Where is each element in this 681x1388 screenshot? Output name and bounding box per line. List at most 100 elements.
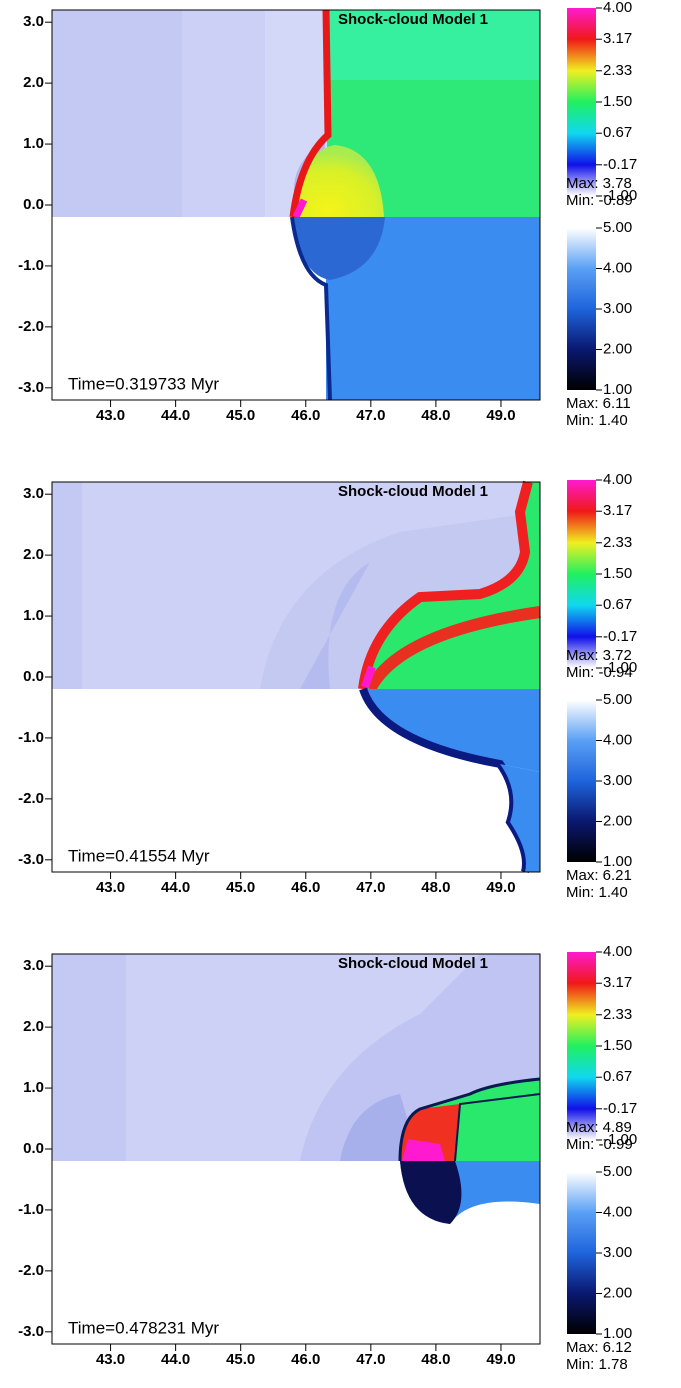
colorbar-tick-label: -0.17 <box>603 1100 637 1117</box>
x-tick-label: 49.0 <box>486 407 515 424</box>
x-tick-label: 48.0 <box>421 1351 450 1368</box>
x-tick-label: 44.0 <box>161 1351 190 1368</box>
x-tick-label: 44.0 <box>161 879 190 896</box>
x-tick-label: 45.0 <box>226 407 255 424</box>
x-tick-label: 46.0 <box>291 1351 320 1368</box>
colorbar-tick-label: 5.00 <box>603 691 632 708</box>
annotation: Time=0.41554 Myr <box>68 846 210 865</box>
y-tick-label: 1.0 <box>23 607 44 624</box>
panel: Shock-cloud Model 1 Time=0.478231 Myr 43.0… <box>18 943 637 1373</box>
colorbar-tick-label: 4.00 <box>603 731 632 748</box>
colorbar-tick-label: 3.00 <box>603 300 632 317</box>
x-tick-label: 47.0 <box>356 1351 385 1368</box>
colorbar-min: Min: -0.94 <box>566 664 633 681</box>
panel: Shock-cloud Model 1 Time=0.41554 Myr 43.0 4… <box>18 471 637 901</box>
x-tick-label: 44.0 <box>161 407 190 424</box>
chart-title: Shock-cloud Model 1 <box>338 11 488 28</box>
colorbar-tick-label: 0.67 <box>603 124 632 141</box>
y-tick-label: 2.0 <box>23 1018 44 1035</box>
x-tick-label: 49.0 <box>486 1351 515 1368</box>
y-tick-label: 0.0 <box>23 1140 44 1157</box>
y-tick-label: -2.0 <box>18 1262 44 1279</box>
y-tick-label: 3.0 <box>23 485 44 502</box>
colorbar-min: Min: -0.99 <box>566 1136 633 1153</box>
x-tick-label: 43.0 <box>96 879 125 896</box>
y-tick-label: 1.0 <box>23 135 44 152</box>
colorbar <box>567 228 596 390</box>
y-tick-label: -2.0 <box>18 318 44 335</box>
colorbar-tick-label: 3.17 <box>603 502 632 519</box>
colorbar-max: Max: 3.78 <box>566 175 632 192</box>
colorbar-min: Min: 1.40 <box>566 412 628 429</box>
colorbar-tick-label: 5.00 <box>603 219 632 236</box>
colorbar-tick-label: 0.67 <box>603 1068 632 1085</box>
colorbar <box>567 700 596 862</box>
colorbar <box>567 8 596 196</box>
y-tick-label: -3.0 <box>18 851 44 868</box>
colorbar-tick-label: 3.17 <box>603 30 632 47</box>
colorbar <box>567 952 596 1140</box>
y-tick-label: -1.0 <box>18 1201 44 1218</box>
colorbar-tick-label: 4.00 <box>603 259 632 276</box>
y-tick-label: 2.0 <box>23 74 44 91</box>
annotation: Time=0.319733 Myr <box>68 374 219 393</box>
chart-title: Shock-cloud Model 1 <box>338 955 488 972</box>
colorbar-tick-label: 1.50 <box>603 565 632 582</box>
colorbar-tick-label: 2.00 <box>603 812 632 829</box>
y-tick-label: 0.0 <box>23 668 44 685</box>
colorbar-max: Max: 6.12 <box>566 1339 632 1356</box>
colorbar-max: Max: 6.11 <box>566 395 631 412</box>
x-tick-label: 43.0 <box>96 407 125 424</box>
x-tick-label: 43.0 <box>96 1351 125 1368</box>
y-tick-label: -1.0 <box>18 257 44 274</box>
colorbar-max: Max: 3.72 <box>566 647 632 664</box>
y-tick-label: 3.0 <box>23 957 44 974</box>
x-tick-label: 46.0 <box>291 879 320 896</box>
colorbar-tick-label: -0.17 <box>603 628 637 645</box>
x-tick-label: 47.0 <box>356 879 385 896</box>
colorbar-tick-label: 0.67 <box>603 596 632 613</box>
x-tick-label: 45.0 <box>226 879 255 896</box>
colorbar-min: Min: 1.78 <box>566 1356 628 1373</box>
x-tick-label: 48.0 <box>421 407 450 424</box>
y-tick-label: 1.0 <box>23 1079 44 1096</box>
colorbar-tick-label: 2.33 <box>603 1006 632 1023</box>
y-tick-label: -3.0 <box>18 379 44 396</box>
colorbar-max: Max: 4.89 <box>566 1119 632 1136</box>
colorbar-tick-label: -0.17 <box>603 156 637 173</box>
colorbar-tick-label: 4.00 <box>603 0 632 16</box>
chart-title: Shock-cloud Model 1 <box>338 483 488 500</box>
x-tick-label: 46.0 <box>291 407 320 424</box>
region <box>182 10 265 217</box>
colorbar-tick-label: 2.00 <box>603 1284 632 1301</box>
x-tick-label: 49.0 <box>486 879 515 896</box>
colorbar-min: Min: 1.40 <box>566 884 628 901</box>
colorbar-tick-label: 3.17 <box>603 974 632 991</box>
colorbar-tick-label: 2.00 <box>603 340 632 357</box>
y-tick-label: 0.0 <box>23 196 44 213</box>
colorbar-max: Max: 6.21 <box>566 867 632 884</box>
colorbar <box>567 1172 596 1334</box>
colorbar <box>567 480 596 668</box>
colorbar-tick-label: 4.00 <box>603 943 632 960</box>
y-tick-label: -2.0 <box>18 790 44 807</box>
region <box>52 217 327 400</box>
y-tick-label: -3.0 <box>18 1323 44 1340</box>
colorbar-tick-label: 2.33 <box>603 62 632 79</box>
figure: Shock-cloud Model 1 Time=0.319733 Myr 43.0… <box>0 0 681 1388</box>
colorbar-tick-label: 4.00 <box>603 1203 632 1220</box>
x-tick-label: 48.0 <box>421 879 450 896</box>
colorbar-min: Min: -0.89 <box>566 192 633 209</box>
y-tick-label: 3.0 <box>23 13 44 30</box>
annotation: Time=0.478231 Myr <box>68 1318 219 1337</box>
colorbar-tick-label: 3.00 <box>603 772 632 789</box>
colorbar-tick-label: 1.50 <box>603 93 632 110</box>
colorbar-tick-label: 4.00 <box>603 471 632 488</box>
colorbar-tick-label: 5.00 <box>603 1163 632 1180</box>
x-tick-label: 45.0 <box>226 1351 255 1368</box>
colorbar-tick-label: 3.00 <box>603 1244 632 1261</box>
y-tick-label: -1.0 <box>18 729 44 746</box>
panel: Shock-cloud Model 1 Time=0.319733 Myr 43.0… <box>18 0 637 429</box>
colorbar-tick-label: 2.33 <box>603 534 632 551</box>
colorbar-tick-label: 1.50 <box>603 1037 632 1054</box>
